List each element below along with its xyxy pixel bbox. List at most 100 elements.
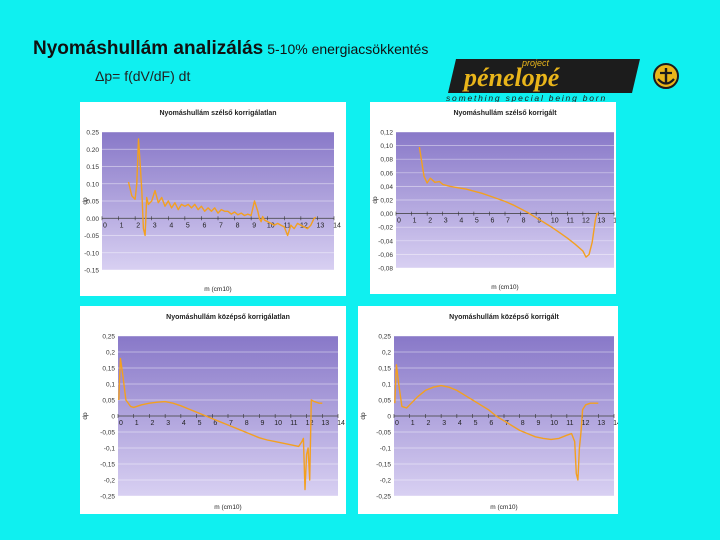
x-tick-label: 5 [186,222,190,229]
y-tick-label: 0,2 [382,350,391,357]
x-tick-label: 9 [536,420,540,427]
y-tick-label: 0,05 [102,398,115,405]
x-axis-label: m (cm10) [204,286,231,293]
x-tick-label: 0 [395,420,399,427]
y-tick-label: -0,08 [378,266,393,273]
y-tick-label: 0.05 [86,199,99,206]
chart-panel-4: 0,25 0,2 0,15 0,1 0,05 0 -0,05 -0,1 -0,15 -0,2 -0,… [358,306,618,514]
x-tick-label: 8 [236,222,240,229]
logo-graphic: project pénelopé something special being… [446,58,679,103]
chart-title: Nyomáshullám középső korrigált [449,314,559,321]
y-tick-label: 0,06 [380,170,393,177]
y-tick-label: -0.10 [84,250,99,257]
y-tick-label: -0,25 [100,494,115,501]
formula: Δp= f(dV/dF) dt [95,68,191,84]
y-tick-label: 0.15 [86,164,99,171]
y-axis-label: dp [372,196,379,204]
chart-3: 0,25 0,2 0,15 0,1 0,05 0 -0,05 -0,1 -0,15 -0,2 -0,… [82,314,345,511]
y-tick-label: 0.25 [86,130,99,137]
series-line [418,146,599,258]
x-tick-label: 4 [182,420,186,427]
x-tick-label: 2 [136,222,140,229]
x-tick-label: 5 [474,420,478,427]
x-tick-label: 8 [522,218,526,225]
x-tick-label: 7 [229,420,233,427]
series-line [118,357,323,491]
x-tick-label: 14 [613,218,616,225]
y-tick-label: 0,1 [382,382,391,389]
x-axis-label: m (cm10) [491,284,518,291]
x-tick-label: 1 [411,420,415,427]
x-tick-label: 3 [444,218,448,225]
chart-1: 0.25 0.20 0.15 0.10 0.05 0.00 -0.05 -0.10 -0.15 0… [82,110,341,293]
x-tick-label: 6 [490,218,494,225]
x-tick-label: 4 [458,420,462,427]
x-tick-label: 10 [274,420,282,427]
x-tick-label: 4 [459,218,463,225]
y-tick-label: -0.15 [84,268,99,275]
y-axis-label: dp [82,197,89,205]
x-tick-label: 2 [428,218,432,225]
x-tick-label: 14 [333,222,341,229]
chart-panel-1: 0.25 0.20 0.15 0.10 0.05 0.00 -0.05 -0.10 -0.15 0… [80,102,346,296]
logo-tagline: something special being born [446,93,607,102]
y-tick-label: 0,02 [380,198,393,205]
x-tick-label: 8 [521,420,525,427]
y-tick-label: 0,15 [378,366,391,373]
x-tick-label: 11 [284,222,291,229]
y-tick-label: -0,02 [378,225,393,232]
y-tick-label: 0.20 [86,147,99,154]
title-subtitle: 5-10% energiacsökkentés [267,41,429,57]
x-tick-label: 0 [397,218,401,225]
y-tick-label: 0,08 [380,157,393,164]
x-tick-label: 10 [551,218,559,225]
x-tick-label: 5 [198,420,202,427]
x-tick-label: 1 [120,222,124,229]
y-tick-label: 0,15 [102,366,115,373]
y-tick-label: 0,05 [378,398,391,405]
x-tick-label: 13 [317,222,325,229]
y-tick-label: 0,25 [102,334,115,341]
x-tick-label: 1 [135,420,139,427]
y-tick-label: -0,05 [376,430,391,437]
chart-2: 0,12 0,10 0,08 0,06 0,04 0,02 0,00 -0,02 -0,04 -0… [372,110,616,291]
series-line [127,138,317,237]
x-tick-label: 0 [103,222,107,229]
x-tick-label: 12 [582,218,590,225]
y-tick-label: -0,1 [104,446,116,453]
chart-title: Nyomáshullám szélső korrigált [453,110,557,117]
y-tick-label: -0,2 [380,478,392,485]
x-tick-label: 6 [489,420,493,427]
chart-4: 0,25 0,2 0,15 0,1 0,05 0 -0,05 -0,1 -0,15 -0,2 -0,… [360,314,618,511]
x-tick-label: 11 [566,420,573,427]
y-tick-label: -0,04 [378,238,393,245]
y-tick-label: 0.10 [86,181,99,188]
x-tick-label: 12 [582,420,590,427]
x-tick-label: 7 [219,222,223,229]
y-tick-label: -0,06 [378,252,393,259]
y-tick-label: 0,25 [378,334,391,341]
x-tick-label: 3 [442,420,446,427]
x-tick-label: 5 [475,218,479,225]
x-axis-label: m (cm10) [214,504,241,511]
x-tick-label: 14 [613,420,618,427]
x-tick-label: 13 [598,218,606,225]
x-tick-label: 3 [166,420,170,427]
y-tick-label: -0.05 [84,233,99,240]
y-tick-label: -0,25 [376,494,391,501]
x-tick-label: 1 [413,218,417,225]
slide-title: Nyomáshullám analizálás 5-10% energiacsök… [33,38,428,60]
anchor-icon [653,63,679,89]
x-tick-label: 7 [506,218,510,225]
logo-top-text: project [521,58,550,68]
y-tick-label: 0,2 [106,350,115,357]
y-tick-label: -0,05 [100,430,115,437]
title-main: Nyomáshullám analizálás [33,38,264,59]
x-tick-label: 10 [267,222,275,229]
x-tick-label: 9 [260,420,264,427]
y-tick-label: 0 [387,414,391,421]
x-tick-label: 6 [202,222,206,229]
y-tick-label: -0,15 [376,462,391,469]
x-tick-label: 13 [597,420,605,427]
x-tick-label: 8 [245,420,249,427]
